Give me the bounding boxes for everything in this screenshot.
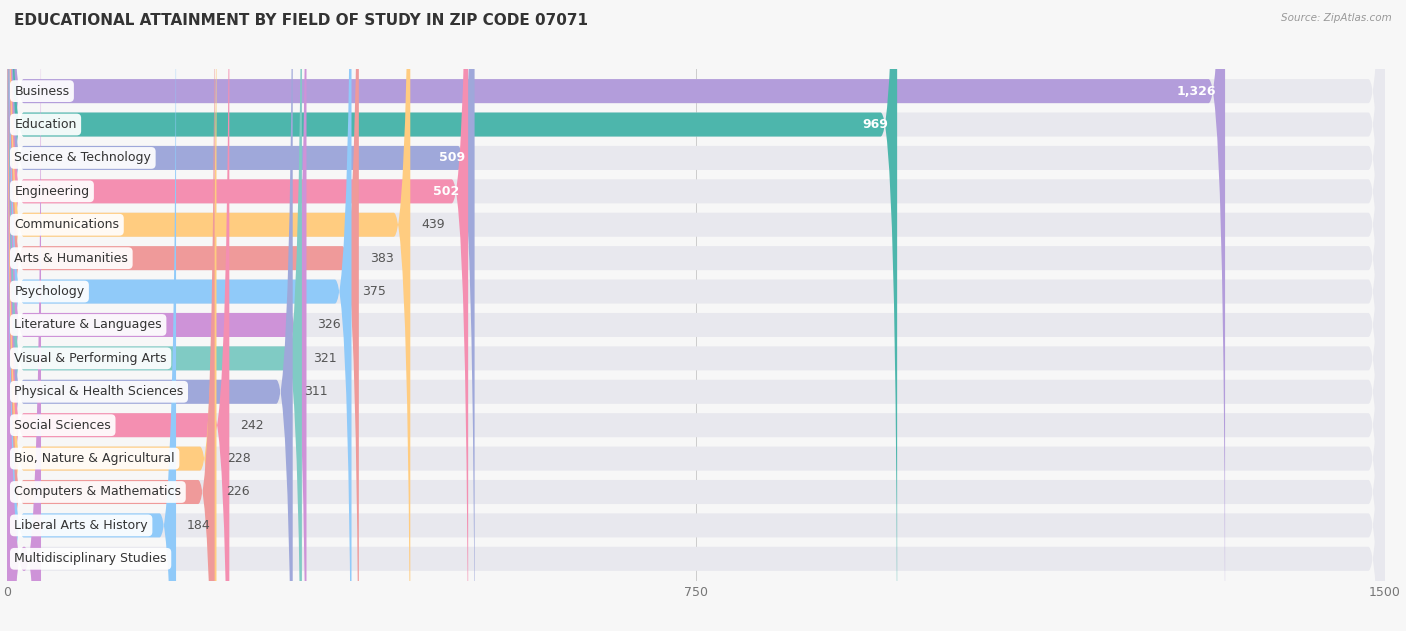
Text: Social Sciences: Social Sciences — [14, 419, 111, 432]
Text: Bio, Nature & Agricultural: Bio, Nature & Agricultural — [14, 452, 174, 465]
Text: 509: 509 — [439, 151, 465, 165]
Text: Science & Technology: Science & Technology — [14, 151, 152, 165]
FancyBboxPatch shape — [7, 0, 1385, 631]
FancyBboxPatch shape — [7, 0, 1385, 631]
Text: Physical & Health Sciences: Physical & Health Sciences — [14, 386, 184, 398]
FancyBboxPatch shape — [7, 0, 217, 631]
Text: 184: 184 — [187, 519, 211, 532]
Text: 326: 326 — [318, 319, 342, 331]
Text: Education: Education — [14, 118, 77, 131]
FancyBboxPatch shape — [7, 0, 897, 631]
Text: 439: 439 — [422, 218, 444, 231]
FancyBboxPatch shape — [7, 0, 307, 631]
Text: Visual & Performing Arts: Visual & Performing Arts — [14, 352, 167, 365]
FancyBboxPatch shape — [7, 0, 176, 631]
Text: 375: 375 — [363, 285, 387, 298]
Text: Liberal Arts & History: Liberal Arts & History — [14, 519, 148, 532]
FancyBboxPatch shape — [7, 0, 1385, 631]
Text: Source: ZipAtlas.com: Source: ZipAtlas.com — [1281, 13, 1392, 23]
Text: Arts & Humanities: Arts & Humanities — [14, 252, 128, 264]
FancyBboxPatch shape — [7, 0, 411, 631]
FancyBboxPatch shape — [7, 0, 1385, 631]
Text: 311: 311 — [304, 386, 328, 398]
FancyBboxPatch shape — [7, 0, 41, 631]
Text: 383: 383 — [370, 252, 394, 264]
FancyBboxPatch shape — [7, 0, 359, 631]
FancyBboxPatch shape — [7, 0, 468, 631]
FancyBboxPatch shape — [7, 0, 1385, 631]
Text: Business: Business — [14, 85, 69, 98]
FancyBboxPatch shape — [7, 0, 1385, 631]
Text: 226: 226 — [225, 485, 249, 498]
FancyBboxPatch shape — [7, 0, 229, 631]
Text: 502: 502 — [433, 185, 458, 198]
FancyBboxPatch shape — [7, 0, 302, 631]
FancyBboxPatch shape — [7, 0, 215, 631]
FancyBboxPatch shape — [7, 0, 1385, 631]
Text: 242: 242 — [240, 419, 264, 432]
FancyBboxPatch shape — [7, 0, 1225, 631]
FancyBboxPatch shape — [7, 0, 292, 631]
Text: Engineering: Engineering — [14, 185, 90, 198]
Text: Computers & Mathematics: Computers & Mathematics — [14, 485, 181, 498]
Text: 969: 969 — [862, 118, 889, 131]
FancyBboxPatch shape — [7, 0, 1385, 631]
Text: Communications: Communications — [14, 218, 120, 231]
FancyBboxPatch shape — [7, 0, 1385, 631]
Text: 228: 228 — [228, 452, 252, 465]
FancyBboxPatch shape — [7, 0, 475, 631]
Text: 321: 321 — [314, 352, 336, 365]
FancyBboxPatch shape — [7, 0, 351, 631]
Text: Literature & Languages: Literature & Languages — [14, 319, 162, 331]
FancyBboxPatch shape — [7, 0, 1385, 631]
Text: Psychology: Psychology — [14, 285, 84, 298]
Text: Multidisciplinary Studies: Multidisciplinary Studies — [14, 552, 167, 565]
FancyBboxPatch shape — [7, 0, 1385, 631]
FancyBboxPatch shape — [7, 0, 1385, 631]
FancyBboxPatch shape — [7, 0, 1385, 631]
Text: 1,326: 1,326 — [1177, 85, 1216, 98]
FancyBboxPatch shape — [7, 0, 1385, 631]
Text: EDUCATIONAL ATTAINMENT BY FIELD OF STUDY IN ZIP CODE 07071: EDUCATIONAL ATTAINMENT BY FIELD OF STUDY… — [14, 13, 588, 28]
Text: 36: 36 — [51, 552, 67, 565]
FancyBboxPatch shape — [7, 0, 1385, 631]
